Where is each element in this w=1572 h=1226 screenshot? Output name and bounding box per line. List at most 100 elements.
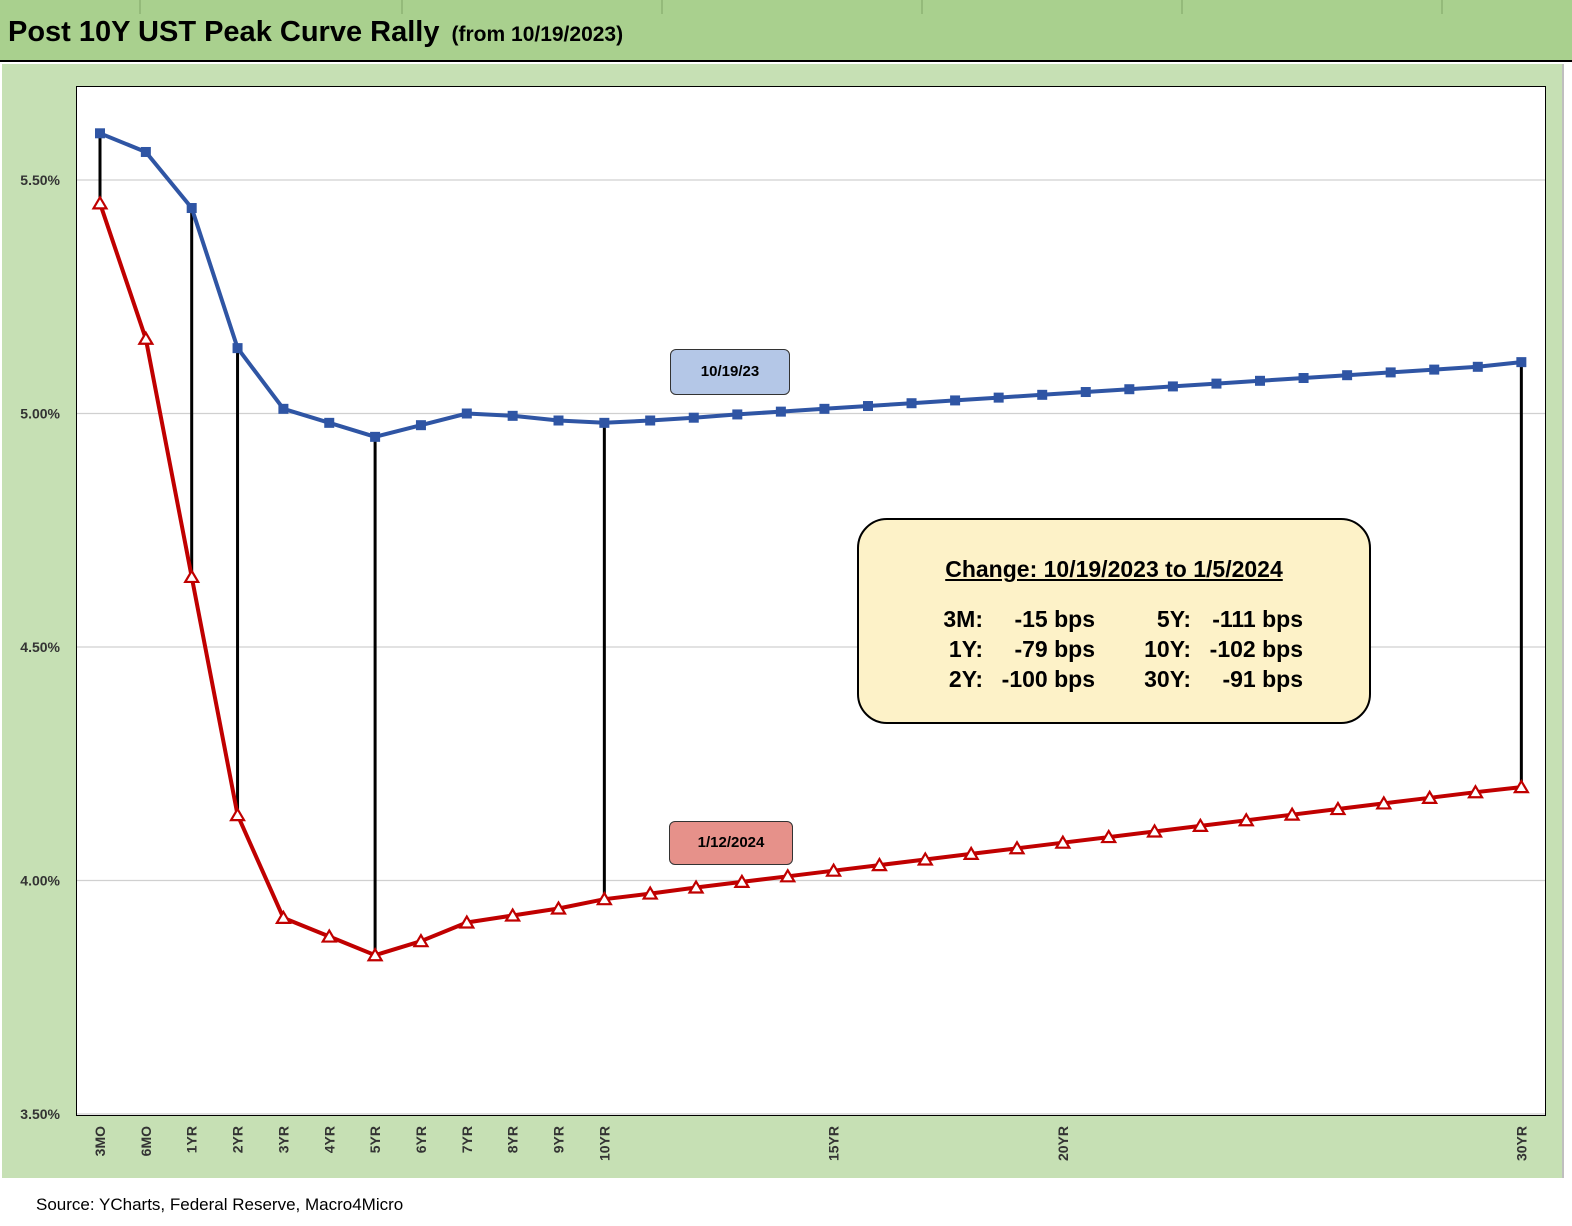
series-1019-marker <box>819 403 830 414</box>
series-0112-marker <box>1512 778 1530 794</box>
y-tick-label: 4.50% <box>20 639 60 655</box>
series-0112-marker <box>183 568 201 584</box>
series-1019-marker <box>732 409 743 420</box>
series-1019-marker <box>1211 378 1222 389</box>
series-1019-marker <box>186 203 197 214</box>
series-0112-marker <box>1054 834 1072 849</box>
y-tick-label: 3.50% <box>20 1106 60 1122</box>
series-1019-marker <box>1167 381 1178 392</box>
x-tick-label: 3MO <box>92 1126 108 1156</box>
series-1019-marker <box>1080 387 1091 398</box>
title-gridlines <box>139 0 1443 14</box>
title-bar: Post 10Y UST Peak Curve Rally (from 10/1… <box>0 0 1572 62</box>
series-0112-marker <box>825 862 843 877</box>
x-tick-label: 9YR <box>551 1126 567 1153</box>
x-tick-label: 5YR <box>367 1126 383 1153</box>
y-tick-label: 5.00% <box>20 406 60 422</box>
y-tick-label: 4.00% <box>20 873 60 889</box>
change-value: -111 bps <box>1212 606 1303 632</box>
series-0112-marker <box>1283 806 1301 821</box>
series-1019-marker <box>415 420 426 431</box>
series-1019-marker <box>140 146 151 157</box>
change-label: 1Y: <box>948 636 983 662</box>
series-1019-marker <box>950 395 961 406</box>
change-label: 10Y: <box>1144 636 1191 662</box>
series-0112-marker <box>1375 795 1393 810</box>
series-0112-marker <box>916 851 934 866</box>
series-0112-marker <box>1421 789 1439 804</box>
series-1019-marker <box>645 415 656 426</box>
series-0112-marker <box>962 845 980 860</box>
y-tick-label: 5.50% <box>20 172 60 188</box>
series-0112-marker <box>320 928 338 943</box>
series-0112-marker <box>229 806 246 822</box>
change-row: 3M: -15 bps 5Y: -111 bps <box>859 606 1369 636</box>
series-0112-marker <box>1467 784 1484 799</box>
change-value: -102 bps <box>1209 636 1303 662</box>
series-0112-marker <box>550 900 567 915</box>
series-0112-marker <box>504 907 522 922</box>
series-0112-marker <box>733 873 751 889</box>
series-0112-marker <box>1008 840 1026 855</box>
chart-title-text: Post 10Y UST Peak Curve Rally <box>8 16 440 48</box>
change-value: -15 bps <box>1014 606 1095 632</box>
series-0112-marker <box>595 891 613 906</box>
callout-1019: 10/19/23 <box>670 349 790 395</box>
series-1019-marker <box>599 417 610 428</box>
x-tick-label: 15YR <box>826 1126 842 1161</box>
series-0112-marker <box>1237 812 1255 827</box>
change-label: 5Y: <box>1156 606 1191 632</box>
source-note: Source: YCharts, Federal Reserve, Macro4… <box>36 1195 404 1214</box>
series-1019-marker <box>775 406 786 417</box>
change-label: 3M: <box>943 606 983 632</box>
x-tick-label: 3YR <box>275 1126 291 1153</box>
x-tick-label: 30YR <box>1513 1126 1529 1161</box>
series-line-0112 <box>98 202 1522 958</box>
series-0112-marker <box>366 947 384 962</box>
series-0112-marker <box>458 914 476 929</box>
change-summary-title: Change: 10/19/2023 to 1/5/2024 <box>945 556 1283 582</box>
series-0112-marker <box>91 195 109 210</box>
x-tick-label: 6MO <box>138 1126 154 1156</box>
x-tick-label: 7YR <box>459 1126 475 1153</box>
series-1019-marker <box>1429 364 1440 375</box>
series-0112-marker <box>412 933 430 948</box>
series-1019-marker <box>232 343 243 354</box>
chart-title: Post 10Y UST Peak Curve Rally (from 10/1… <box>8 16 623 49</box>
series-1019-marker <box>688 412 699 423</box>
change-value: -100 bps <box>1001 666 1095 692</box>
series-1019-marker <box>461 408 472 419</box>
x-tick-label: 6YR <box>413 1126 429 1153</box>
series-1019-marker <box>1342 370 1353 381</box>
series-0112-marker <box>1329 800 1347 816</box>
series-0112-marker <box>1100 828 1118 844</box>
series-0112-marker <box>274 909 292 924</box>
series-0112-marker <box>687 879 705 894</box>
series-1019-marker <box>507 410 518 421</box>
change-value: -91 bps <box>1222 666 1303 692</box>
series-1019-marker <box>553 415 564 426</box>
series-1019-marker <box>1516 357 1527 368</box>
series-1019-marker <box>370 431 381 442</box>
x-tick-label: 4YR <box>321 1126 337 1153</box>
series-0112-marker <box>871 856 888 872</box>
change-row: 2Y: -100 bps 30Y: -91 bps <box>859 666 1369 696</box>
change-value: -79 bps <box>1014 636 1095 662</box>
x-tick-label: 1YR <box>184 1126 200 1153</box>
change-row: 1Y: -79 bps 10Y: -102 bps <box>859 636 1369 666</box>
series-1019-marker <box>1037 389 1048 400</box>
series-1019-marker <box>1298 373 1309 384</box>
series-1019-marker <box>1385 367 1396 378</box>
series-0112-marker <box>1191 817 1209 832</box>
series-1019-marker <box>324 417 335 428</box>
callout-0112: 1/12/2024 <box>669 821 793 865</box>
series-1019-marker <box>1472 361 1483 372</box>
series-1019-marker <box>278 403 289 414</box>
change-summary-box: Change: 10/19/2023 to 1/5/2024 3M: -15 b… <box>857 518 1371 724</box>
series-1019-marker <box>906 398 917 409</box>
series-1019-marker <box>1255 375 1266 386</box>
x-tick-label: 8YR <box>505 1126 521 1153</box>
x-tick-label: 10YR <box>596 1126 612 1161</box>
series-1019-marker <box>993 392 1004 403</box>
